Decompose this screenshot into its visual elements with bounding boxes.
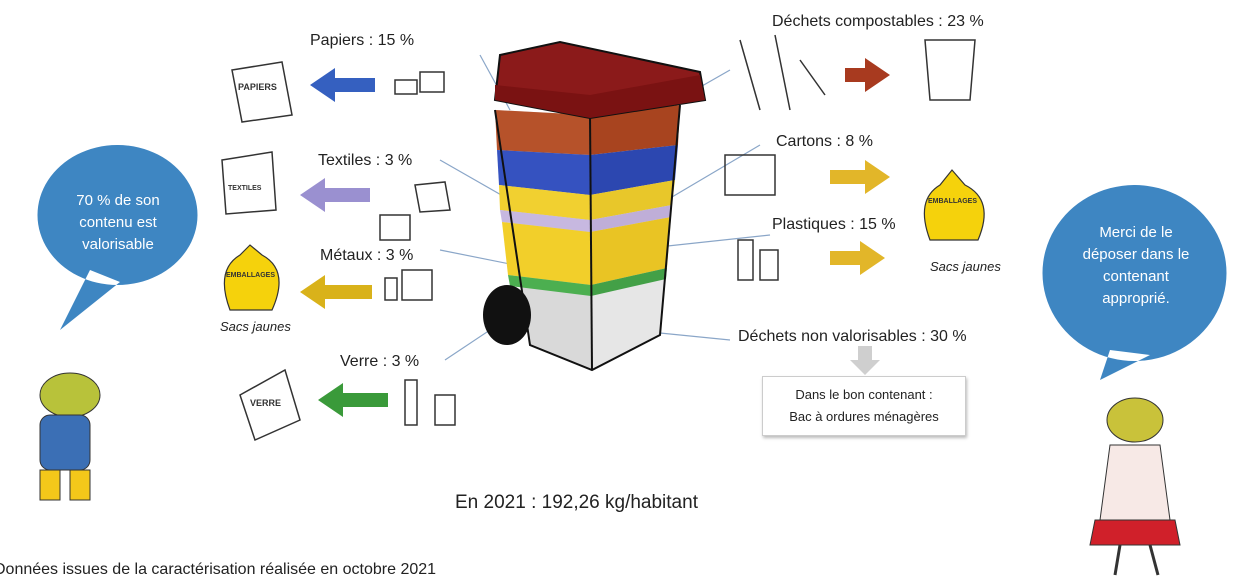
caption: Sacs jaunes <box>930 260 1001 273</box>
right-bubble-text: Merci de le déposer dans le contenant ap… <box>1080 222 1192 310</box>
trash-bin <box>483 42 705 370</box>
box-line: Dans le bon contenant : <box>763 384 965 406</box>
bin-label: PAPIERS <box>238 82 277 92</box>
bin-label: VERRE <box>250 398 281 408</box>
label: Textiles : 3 % <box>318 153 412 169</box>
label: Plastiques : 15 % <box>772 217 896 233</box>
frog-left <box>40 373 100 500</box>
footer: Données issues de la caractérisation réa… <box>0 562 436 578</box>
residual-box: Dans le bon contenant : Bac à ordures mé… <box>762 376 966 436</box>
label: Métaux : 3 % <box>320 248 413 264</box>
label: Déchets compostables : 23 % <box>772 14 984 30</box>
bin-label: EMBALLAGES <box>928 198 977 205</box>
label: Déchets non valorisables : 30 % <box>738 329 967 345</box>
bin-label: TEXTILES <box>228 185 261 192</box>
box-line: Bac à ordures ménagères <box>763 406 965 428</box>
label: Papiers : 15 % <box>310 33 414 49</box>
label: Cartons : 8 % <box>776 134 873 150</box>
infographic: Papiers : 15 % PAPIERS Textiles : 3 % TE… <box>0 0 1234 578</box>
total: En 2021 : 192,26 kg/habitant <box>455 493 698 512</box>
frog-right <box>1090 398 1180 575</box>
left-bubble-text: 70 % de son contenu est valorisable <box>58 190 178 256</box>
bin-label: EMBALLAGES <box>226 272 275 279</box>
label: Verre : 3 % <box>340 354 419 370</box>
caption: Sacs jaunes <box>220 320 291 333</box>
